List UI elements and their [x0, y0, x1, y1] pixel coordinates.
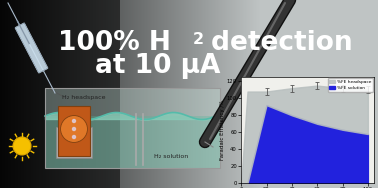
- Circle shape: [72, 119, 76, 123]
- Text: 2: 2: [193, 32, 204, 46]
- Bar: [45, 88, 220, 168]
- Text: detection: detection: [202, 30, 353, 56]
- Text: 100% H: 100% H: [58, 30, 171, 56]
- Text: at 10 μA: at 10 μA: [95, 53, 220, 79]
- Bar: [45, 88, 220, 116]
- Text: H₂ solution: H₂ solution: [154, 153, 188, 158]
- Bar: [56, 127, 92, 158]
- Y-axis label: Faradaic Efficiency /%: Faradaic Efficiency /%: [220, 100, 226, 160]
- Circle shape: [13, 137, 31, 155]
- Circle shape: [60, 116, 87, 143]
- Legend: %FE headspace, %FE solution: %FE headspace, %FE solution: [328, 78, 373, 92]
- Circle shape: [72, 127, 76, 131]
- Polygon shape: [15, 23, 48, 73]
- Circle shape: [72, 135, 76, 139]
- Bar: [0, 0, 120, 188]
- Bar: [45, 116, 220, 168]
- Bar: [58, 106, 90, 156]
- Text: H₂ headspace: H₂ headspace: [62, 96, 105, 101]
